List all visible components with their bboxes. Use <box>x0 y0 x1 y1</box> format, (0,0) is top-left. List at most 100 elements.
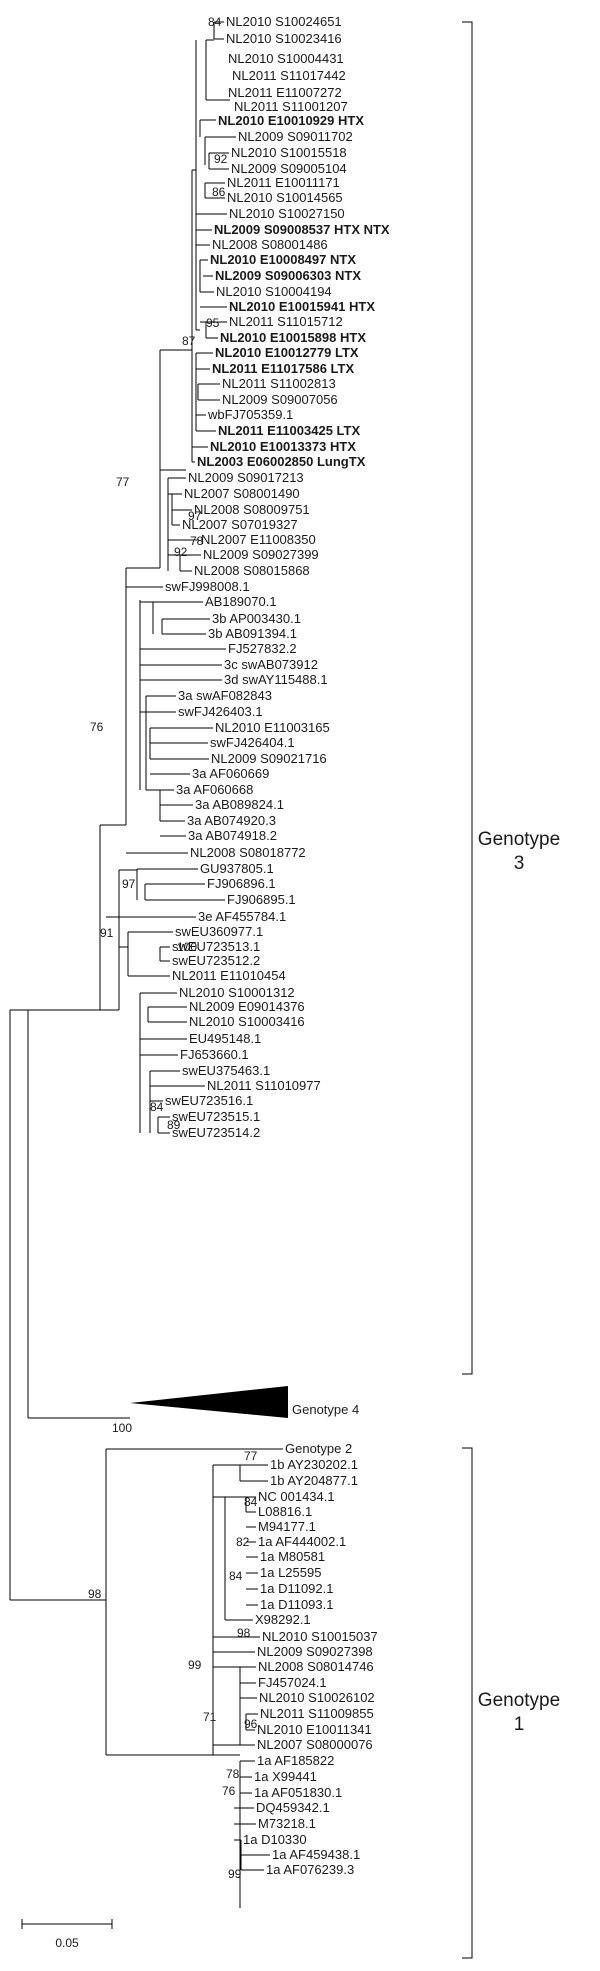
genotype-1-label-line2: 1 <box>514 1714 525 1735</box>
bootstrap-value: 98 <box>88 1587 102 1601</box>
taxon-label: NL2010 S10004194 <box>216 284 332 299</box>
taxon-label: 1a D11092.1 <box>260 1581 334 1596</box>
branch <box>159 790 193 837</box>
taxon-label: GU937805.1 <box>200 861 274 876</box>
taxon-label: 3b AP003430.1 <box>212 611 301 626</box>
taxon-label: 3a AB074918.2 <box>188 828 277 843</box>
branch <box>139 992 177 1133</box>
taxon-label: NL2010 S10003416 <box>189 1014 305 1029</box>
taxon-label: DQ459342.1 <box>256 1800 330 1815</box>
taxon-label: 3b AB091394.1 <box>208 626 297 641</box>
taxon-label: NL2011 S11001207 <box>234 99 348 114</box>
branch <box>245 1713 258 1731</box>
taxon-label: 1a L25595 <box>260 1565 321 1580</box>
genotype-1-bracket <box>462 1447 473 1959</box>
taxon-label: NL2008 S08015868 <box>194 563 310 578</box>
branch <box>140 601 203 634</box>
taxon-label: NL2010 S10015037 <box>262 1629 378 1644</box>
taxon-label: NL2010 E10015898 HTX <box>220 330 366 345</box>
taxon-label: NL2009 S09021716 <box>211 751 327 766</box>
taxon-label: NL2010 E10012779 LTX <box>215 345 359 360</box>
bootstrap-value: 84 <box>229 1569 243 1583</box>
taxon-label: NL2007 S08000076 <box>257 1737 373 1752</box>
taxon-label: NL2009 S09011702 <box>238 129 353 144</box>
taxon-label: NL2008 S08001486 <box>212 237 328 252</box>
branch <box>239 1464 268 1482</box>
taxon-label: 1a AF076239.3 <box>266 1862 354 1877</box>
taxon-label: 1a D10330 <box>243 1832 307 1847</box>
branch <box>200 306 227 339</box>
taxon-label: NL2011 E11003425 LTX <box>218 423 360 438</box>
bootstrap-value: 78 <box>190 534 204 548</box>
branch <box>199 259 214 293</box>
taxon-label: 1a AF051830.1 <box>254 1785 342 1800</box>
taxon-label: NL2011 E11007272 <box>228 85 342 100</box>
taxon-labels: NL2010 S10024651 NL2010 S10023416 NL2010 S… <box>165 14 390 1877</box>
taxon-label: EU495148.1 <box>189 1031 261 1046</box>
bootstrap-value: 91 <box>100 926 114 940</box>
scale-bar <box>21 1919 113 1929</box>
taxon-label: NL2009 S09006303 NTX <box>215 268 361 283</box>
bootstrap-value: 99 <box>188 1658 202 1672</box>
bootstrap-value: 100 <box>177 940 197 954</box>
taxon-label: 1a D11093.1 <box>260 1597 334 1612</box>
bootstrap-values: 8492869587977892777697100918489100779884… <box>88 15 258 1881</box>
taxon-label: 1a X99441 <box>254 1769 317 1784</box>
branch <box>196 213 227 246</box>
genotype-3-bracket <box>462 21 473 1375</box>
taxon-label: 3a AB089824.1 <box>195 797 284 812</box>
bootstrap-value: 78 <box>226 1767 240 1781</box>
taxon-label: NL2011 S11015712 <box>229 314 343 329</box>
taxon-label: 1b AY230202.1 <box>270 1457 358 1472</box>
branch <box>171 494 192 526</box>
bootstrap-value: 77 <box>244 1449 258 1463</box>
branch <box>159 349 192 568</box>
bootstrap-value: 84 <box>150 1100 164 1114</box>
branch <box>140 696 147 790</box>
branch <box>159 469 186 568</box>
bootstrap-value: 87 <box>182 334 196 348</box>
taxon-label: NL2009 S09008537 HTX NTX <box>214 222 390 237</box>
taxon-label: FJ653660.1 <box>180 1047 249 1062</box>
taxon-label: NL2003 E06002850 LungTX <box>197 454 366 469</box>
taxon-label: NL2008 S08014746 <box>258 1659 374 1674</box>
taxon-label: FJ457024.1 <box>258 1675 327 1690</box>
taxon-label: NL2010 S10014565 <box>227 190 343 205</box>
scale-bar-label: 0.05 <box>55 1936 79 1950</box>
branch <box>199 119 216 137</box>
collapsed-clade-genotype-4 <box>130 1386 288 1418</box>
genotype-3-label-line2: 3 <box>514 853 525 874</box>
branch <box>125 567 160 825</box>
taxon-label: M73218.1 <box>258 1816 316 1831</box>
bootstrap-value: 98 <box>237 1626 251 1640</box>
taxon-label: M94177.1 <box>258 1519 316 1534</box>
branch <box>213 1666 241 1745</box>
branch <box>213 21 224 40</box>
taxon-label: NL2010 S10026102 <box>259 1690 375 1705</box>
taxon-label: NL2009 S09005104 <box>231 161 347 176</box>
bootstrap-value: 89 <box>167 1118 181 1132</box>
branch <box>197 383 220 401</box>
taxon-label: swEU360977.1 <box>175 924 263 939</box>
taxon-label: NL2010 E10008497 NTX <box>210 252 356 267</box>
branch <box>157 1116 170 1134</box>
branch <box>99 824 126 1011</box>
branch <box>149 1070 205 1133</box>
branch <box>205 39 230 101</box>
taxon-label: L08816.1 <box>258 1504 312 1519</box>
taxon-label: NL2011 E11017586 LTX <box>212 361 354 376</box>
taxon-label: NL2010 S10004431 <box>228 51 344 66</box>
bootstrap-value: 100 <box>112 1421 132 1435</box>
taxon-label: FJ906895.1 <box>227 892 296 907</box>
taxon-label: 3c swAB073912 <box>224 657 318 672</box>
taxon-label: NL2009 S09017213 <box>188 470 304 485</box>
bootstrap-value: 82 <box>236 1535 250 1549</box>
taxon-label: swFJ998008.1 <box>165 579 250 594</box>
taxon-label: swEU723512.2 <box>172 953 260 968</box>
taxon-label: NL2007 S07019327 <box>182 517 298 532</box>
taxon-label: NL2009 S09027398 <box>257 1644 373 1659</box>
taxon-label: swEU723515.1 <box>172 1109 260 1124</box>
taxon-label: NL2010 S10027150 <box>229 206 345 221</box>
branch <box>240 1666 257 1699</box>
